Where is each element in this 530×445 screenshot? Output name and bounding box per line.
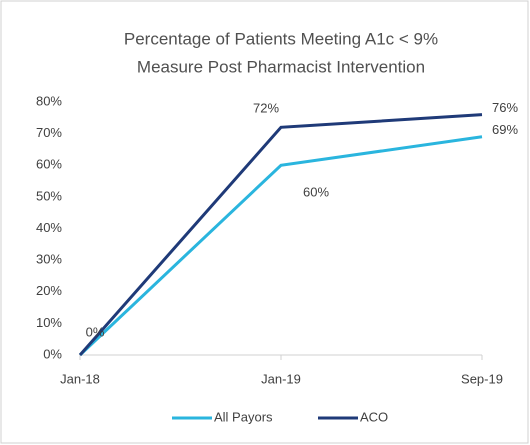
series-line xyxy=(78,135,483,357)
series-line xyxy=(78,113,483,356)
y-tick-label: 80% xyxy=(36,93,62,108)
chart-title: Percentage of Patients Meeting A1c < 9% xyxy=(124,29,438,48)
y-tick-label: 0% xyxy=(43,346,62,361)
data-label: 0% xyxy=(86,324,105,339)
y-tick-label: 20% xyxy=(36,283,62,298)
x-tick-label: Jan-19 xyxy=(261,371,301,386)
x-tick-label: Sep-19 xyxy=(461,371,503,386)
x-tick-label: Jan-18 xyxy=(60,371,100,386)
y-tick-label: 70% xyxy=(36,125,62,140)
chart-title: Measure Post Pharmacist Intervention xyxy=(137,57,425,76)
data-label: 60% xyxy=(303,185,329,200)
y-tick-label: 10% xyxy=(36,315,62,330)
data-label: 72% xyxy=(253,101,279,116)
y-tick-label: 60% xyxy=(36,157,62,172)
data-label: 69% xyxy=(492,122,518,137)
data-label: 76% xyxy=(492,100,518,115)
y-tick-label: 30% xyxy=(36,252,62,267)
y-tick-label: 40% xyxy=(36,220,62,235)
y-tick-label: 50% xyxy=(36,188,62,203)
legend-label: ACO xyxy=(360,409,388,424)
legend-label: All Payors xyxy=(214,409,273,424)
